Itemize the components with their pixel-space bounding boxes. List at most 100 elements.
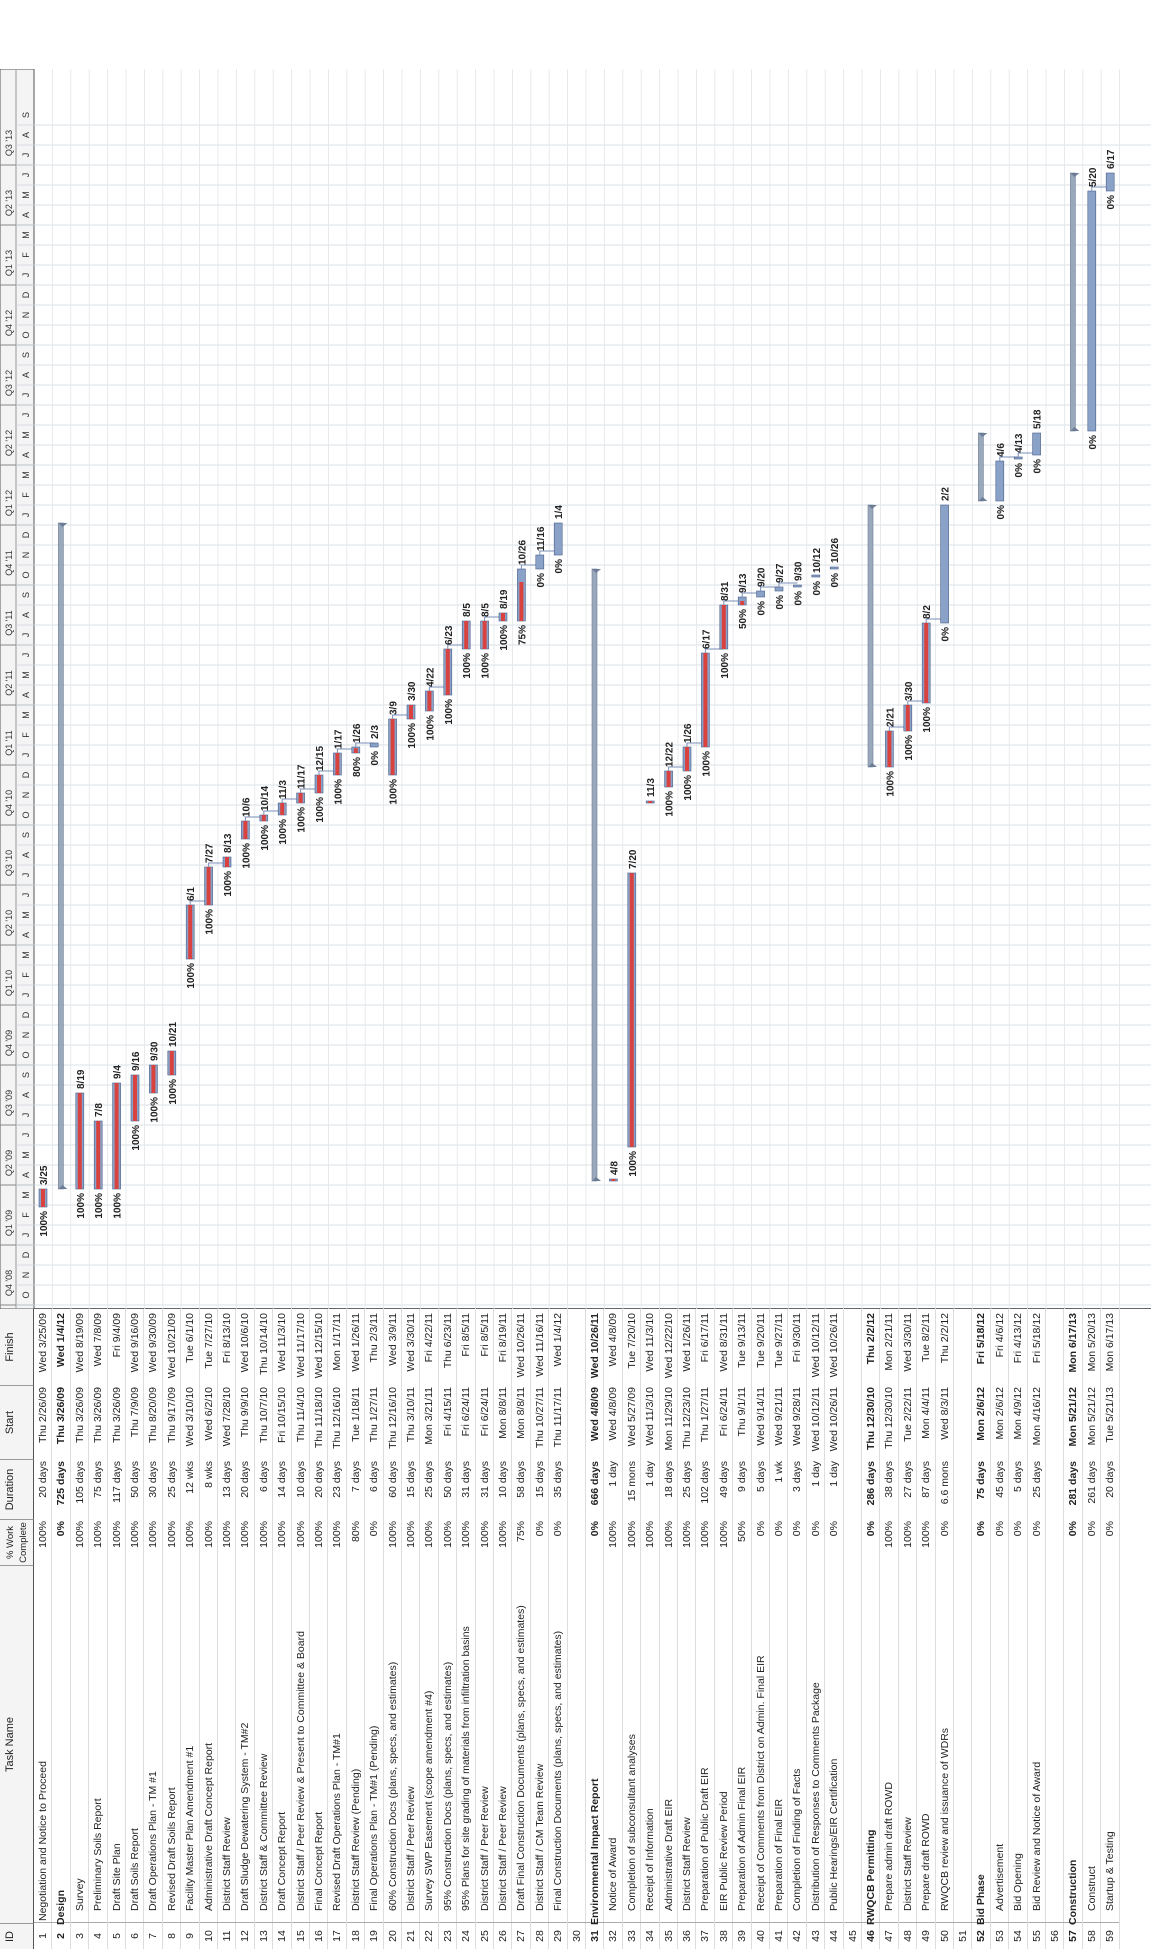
task-row[interactable]: 47 Prepare admin draft ROWD 100% 38 days Thu…	[880, 1309, 899, 1949]
task-row[interactable]: 27 Draft Final Construction Documents (pl…	[512, 1309, 531, 1949]
task-row[interactable]: 31 Environmental Impact Report 0% 666 days W…	[586, 1309, 605, 1949]
task-pct-complete: 100%	[294, 1521, 307, 1548]
header-finish: Finish	[0, 1309, 34, 1385]
task-row[interactable]: 42 Completion of Finding of Facts 0% 3 days…	[788, 1309, 807, 1949]
task-row[interactable]: 54 Bid Opening 0% 5 days Mon 4/9/12 Fri 4/13/…	[1009, 1309, 1028, 1949]
task-id: 46	[862, 1922, 880, 1949]
task-row[interactable]: 52 Bid Phase 0% 75 days Mon 2/6/12 Fri 5/18/1…	[972, 1309, 991, 1949]
task-row[interactable]: 24 95% Plans for site grading of material…	[457, 1309, 476, 1949]
task-row[interactable]: 16 Final Concept Report 100% 20 days Thu 11/…	[310, 1309, 329, 1949]
task-row[interactable]: 44 Public Hearings/EIR Certification 0% 1 d…	[825, 1309, 844, 1949]
task-row[interactable]: 25 District Staff / Peer Review 100% 31 day…	[475, 1309, 494, 1949]
task-finish: Wed 9/30/09	[147, 1313, 160, 1373]
month-label: J	[21, 413, 31, 418]
month-label: S	[21, 352, 31, 358]
task-row[interactable]: 48 District Staff Review 100% 27 days Tue 2/…	[898, 1309, 918, 1949]
pct-complete-label: 100%	[665, 791, 676, 817]
task-row[interactable]: 23 95% Construction Docs (plans, specs, a…	[438, 1309, 458, 1949]
task-row[interactable]: 55 Bid Review and Notice of Award 0% 25 day…	[1027, 1309, 1046, 1949]
task-name: Public Hearings/EIR Certification	[828, 1758, 841, 1911]
task-row[interactable]: 29 Final Construction Documents (plans, s…	[549, 1309, 568, 1949]
dependency-link	[355, 742, 375, 747]
task-start: Thu 12/23/10	[681, 1387, 693, 1449]
task-row[interactable]: 40 Receipt of Comments from District on A…	[751, 1309, 770, 1949]
task-start: Thu 9/17/09	[165, 1387, 178, 1444]
task-row[interactable]: 20 60% Construction Docs (plans, specs, a…	[383, 1309, 402, 1949]
task-row[interactable]: 5 Draft Site Plan 100% 117 days Thu 3/26/09 F…	[107, 1309, 126, 1949]
task-duration: 60 days	[386, 1461, 399, 1498]
task-row[interactable]: 1 Negotiation and Notice to Proceed 100% 20…	[34, 1309, 53, 1949]
task-row[interactable]: 6 Draft Soils Report 100% 50 days Thu 7/9/09…	[126, 1309, 145, 1949]
task-progress	[41, 1189, 45, 1207]
gantt-chart: Q4 '08 Q1 '09 Q2 '09 Q3 '09 Q4 '09 Q1 '10 Q2 '…	[0, 69, 1151, 1309]
task-row[interactable]: 12 Draft Sludge Dewatering System - TM#2 1…	[236, 1309, 255, 1949]
task-row[interactable]: 39 Preparation of Admin Final EIR 50% 9 day…	[733, 1309, 752, 1949]
month-label: S	[21, 592, 31, 598]
header-task-name: Task Name	[0, 1565, 34, 1923]
task-name	[1046, 1567, 1064, 1921]
task-id: 33	[622, 1922, 641, 1949]
task-row[interactable]: 49 Prepare draft ROWD 100% 87 days Mon 4/4/1…	[917, 1309, 936, 1949]
task-finish: Wed 10/6/10	[239, 1313, 252, 1373]
task-row[interactable]: 18 District Staff Review (Pending) 80% 7 da…	[346, 1309, 366, 1949]
task-row[interactable]: 30	[567, 1309, 586, 1949]
task-row[interactable]: 2 Design 0% 725 days Thu 3/26/09 Wed 1/4/12	[52, 1309, 71, 1949]
task-row[interactable]: 57 Construction 0% 281 days Mon 5/21/12 Mon 6…	[1064, 1309, 1083, 1949]
task-row[interactable]: 34 Receipt of Information 100% 1 day Wed 11/…	[641, 1309, 660, 1949]
task-row[interactable]: 43 Distribution of Responses to Comments …	[806, 1309, 826, 1949]
task-start	[844, 1387, 862, 1459]
task-row[interactable]: 17 Revised Draft Operations Plan - TM#1 10…	[328, 1309, 347, 1949]
task-row[interactable]: 10 Administrative Draft Concept Report 100…	[199, 1309, 218, 1949]
task-name: Administrative Draft Concept Report	[202, 1742, 215, 1911]
task-pct-complete: 0%	[589, 1521, 601, 1537]
task-name: Revised Draft Operations Plan - TM#1	[331, 1733, 344, 1911]
pct-complete-label: 100%	[241, 843, 252, 869]
task-row[interactable]: 58 Construct 0% 261 days Mon 5/21/12 Mon 5/20…	[1082, 1309, 1102, 1949]
task-row[interactable]: 32 Notice of Award 100% 1 day Wed 4/8/09 Wed …	[604, 1309, 623, 1949]
finish-date-label: 11/3	[278, 780, 289, 799]
task-row[interactable]: 28 District Staff / CM Team Review 0% 15 da…	[530, 1309, 550, 1949]
task-row[interactable]: 45	[843, 1309, 862, 1949]
task-row[interactable]: 53 Advertisement 0% 45 days Mon 2/6/12 Fri 4/…	[990, 1309, 1010, 1949]
task-row[interactable]: 4 Preliminary Soils Report 100% 75 days Thu …	[89, 1309, 108, 1949]
task-row[interactable]: 59 Startup & Testing 0% 20 days Tue 5/21/13 M…	[1101, 1309, 1120, 1949]
task-name: Facility Master Plan Amendment #1	[184, 1745, 197, 1911]
task-row[interactable]: 15 District Staff / Peer Review & Present…	[291, 1309, 310, 1949]
pct-complete-label: 100%	[407, 723, 418, 749]
task-row[interactable]: 19 Final Operations Plan - TM#1 (Pending)…	[365, 1309, 384, 1949]
task-start: Thu 9/1/11	[736, 1387, 749, 1437]
task-row[interactable]: 14 Draft Concept Report 100% 14 days Fri 10/…	[273, 1309, 292, 1949]
task-duration: 25 days	[681, 1461, 693, 1498]
task-row[interactable]: 35 Administrative Draft EIR 100% 18 days Mon…	[659, 1309, 678, 1949]
task-row[interactable]: 8 Revised Draft Soils Report 100% 25 days Th…	[162, 1309, 182, 1949]
summary-bar-start-cap	[58, 1185, 68, 1189]
task-row[interactable]: 37 Preparation of Public Draft EIR 100% 102…	[696, 1309, 715, 1949]
task-row[interactable]: 22 Survey SWP Easement (scope amendment #…	[420, 1309, 439, 1949]
task-row[interactable]: 26 District Staff / Peer Review 100% 10 day…	[494, 1309, 513, 1949]
task-duration: 31 days	[460, 1461, 473, 1498]
task-progress	[740, 601, 745, 605]
task-duration: 13 days	[221, 1461, 233, 1498]
task-row[interactable]: 46 RWQCB Permitting 0% 286 days Thu 12/30/10…	[862, 1309, 881, 1949]
task-row[interactable]: 9 Facility Master Plan Amendment #1 100% 12…	[181, 1309, 200, 1949]
summary-bar-end-cap	[978, 433, 988, 437]
task-row[interactable]: 56	[1046, 1309, 1065, 1949]
task-row[interactable]: 13 District Staff & Committee Review 100% 6…	[254, 1309, 274, 1949]
task-row[interactable]: 38 EIR Public Review Period 100% 49 days Fri…	[714, 1309, 734, 1949]
task-row[interactable]: 11 District Staff Review 100% 13 days Wed 7/…	[218, 1309, 237, 1949]
task-row[interactable]: 3 Survey 100% 105 days Thu 3/26/09 Wed 8/19/0…	[70, 1309, 90, 1949]
month-label: M	[21, 911, 31, 919]
pct-complete-label: 100%	[168, 1079, 179, 1105]
task-row[interactable]: 50 RWQCB review and issuance of WDRs 0% 6.6…	[935, 1309, 954, 1949]
task-row[interactable]: 41 Preparation of Final EIR 0% 1 wk Wed 9/21…	[770, 1309, 789, 1949]
task-duration: 45 days	[993, 1461, 1006, 1498]
task-duration: 35 days	[552, 1461, 565, 1498]
task-row[interactable]: 21 District Staff / Peer Review 100% 15 day…	[402, 1309, 421, 1949]
month-label: D	[21, 531, 31, 538]
task-duration: 75 days	[92, 1461, 105, 1498]
task-row[interactable]: 51	[954, 1309, 973, 1949]
task-pct-complete: 100%	[221, 1521, 233, 1548]
task-row[interactable]: 33 Completion of subconsultant analyses 10…	[622, 1309, 642, 1949]
task-row[interactable]: 36 District Staff Review 100% 25 days Thu 12…	[678, 1309, 697, 1949]
task-row[interactable]: 7 Draft Operations Plan - TM #1 100% 30 day…	[144, 1309, 163, 1949]
